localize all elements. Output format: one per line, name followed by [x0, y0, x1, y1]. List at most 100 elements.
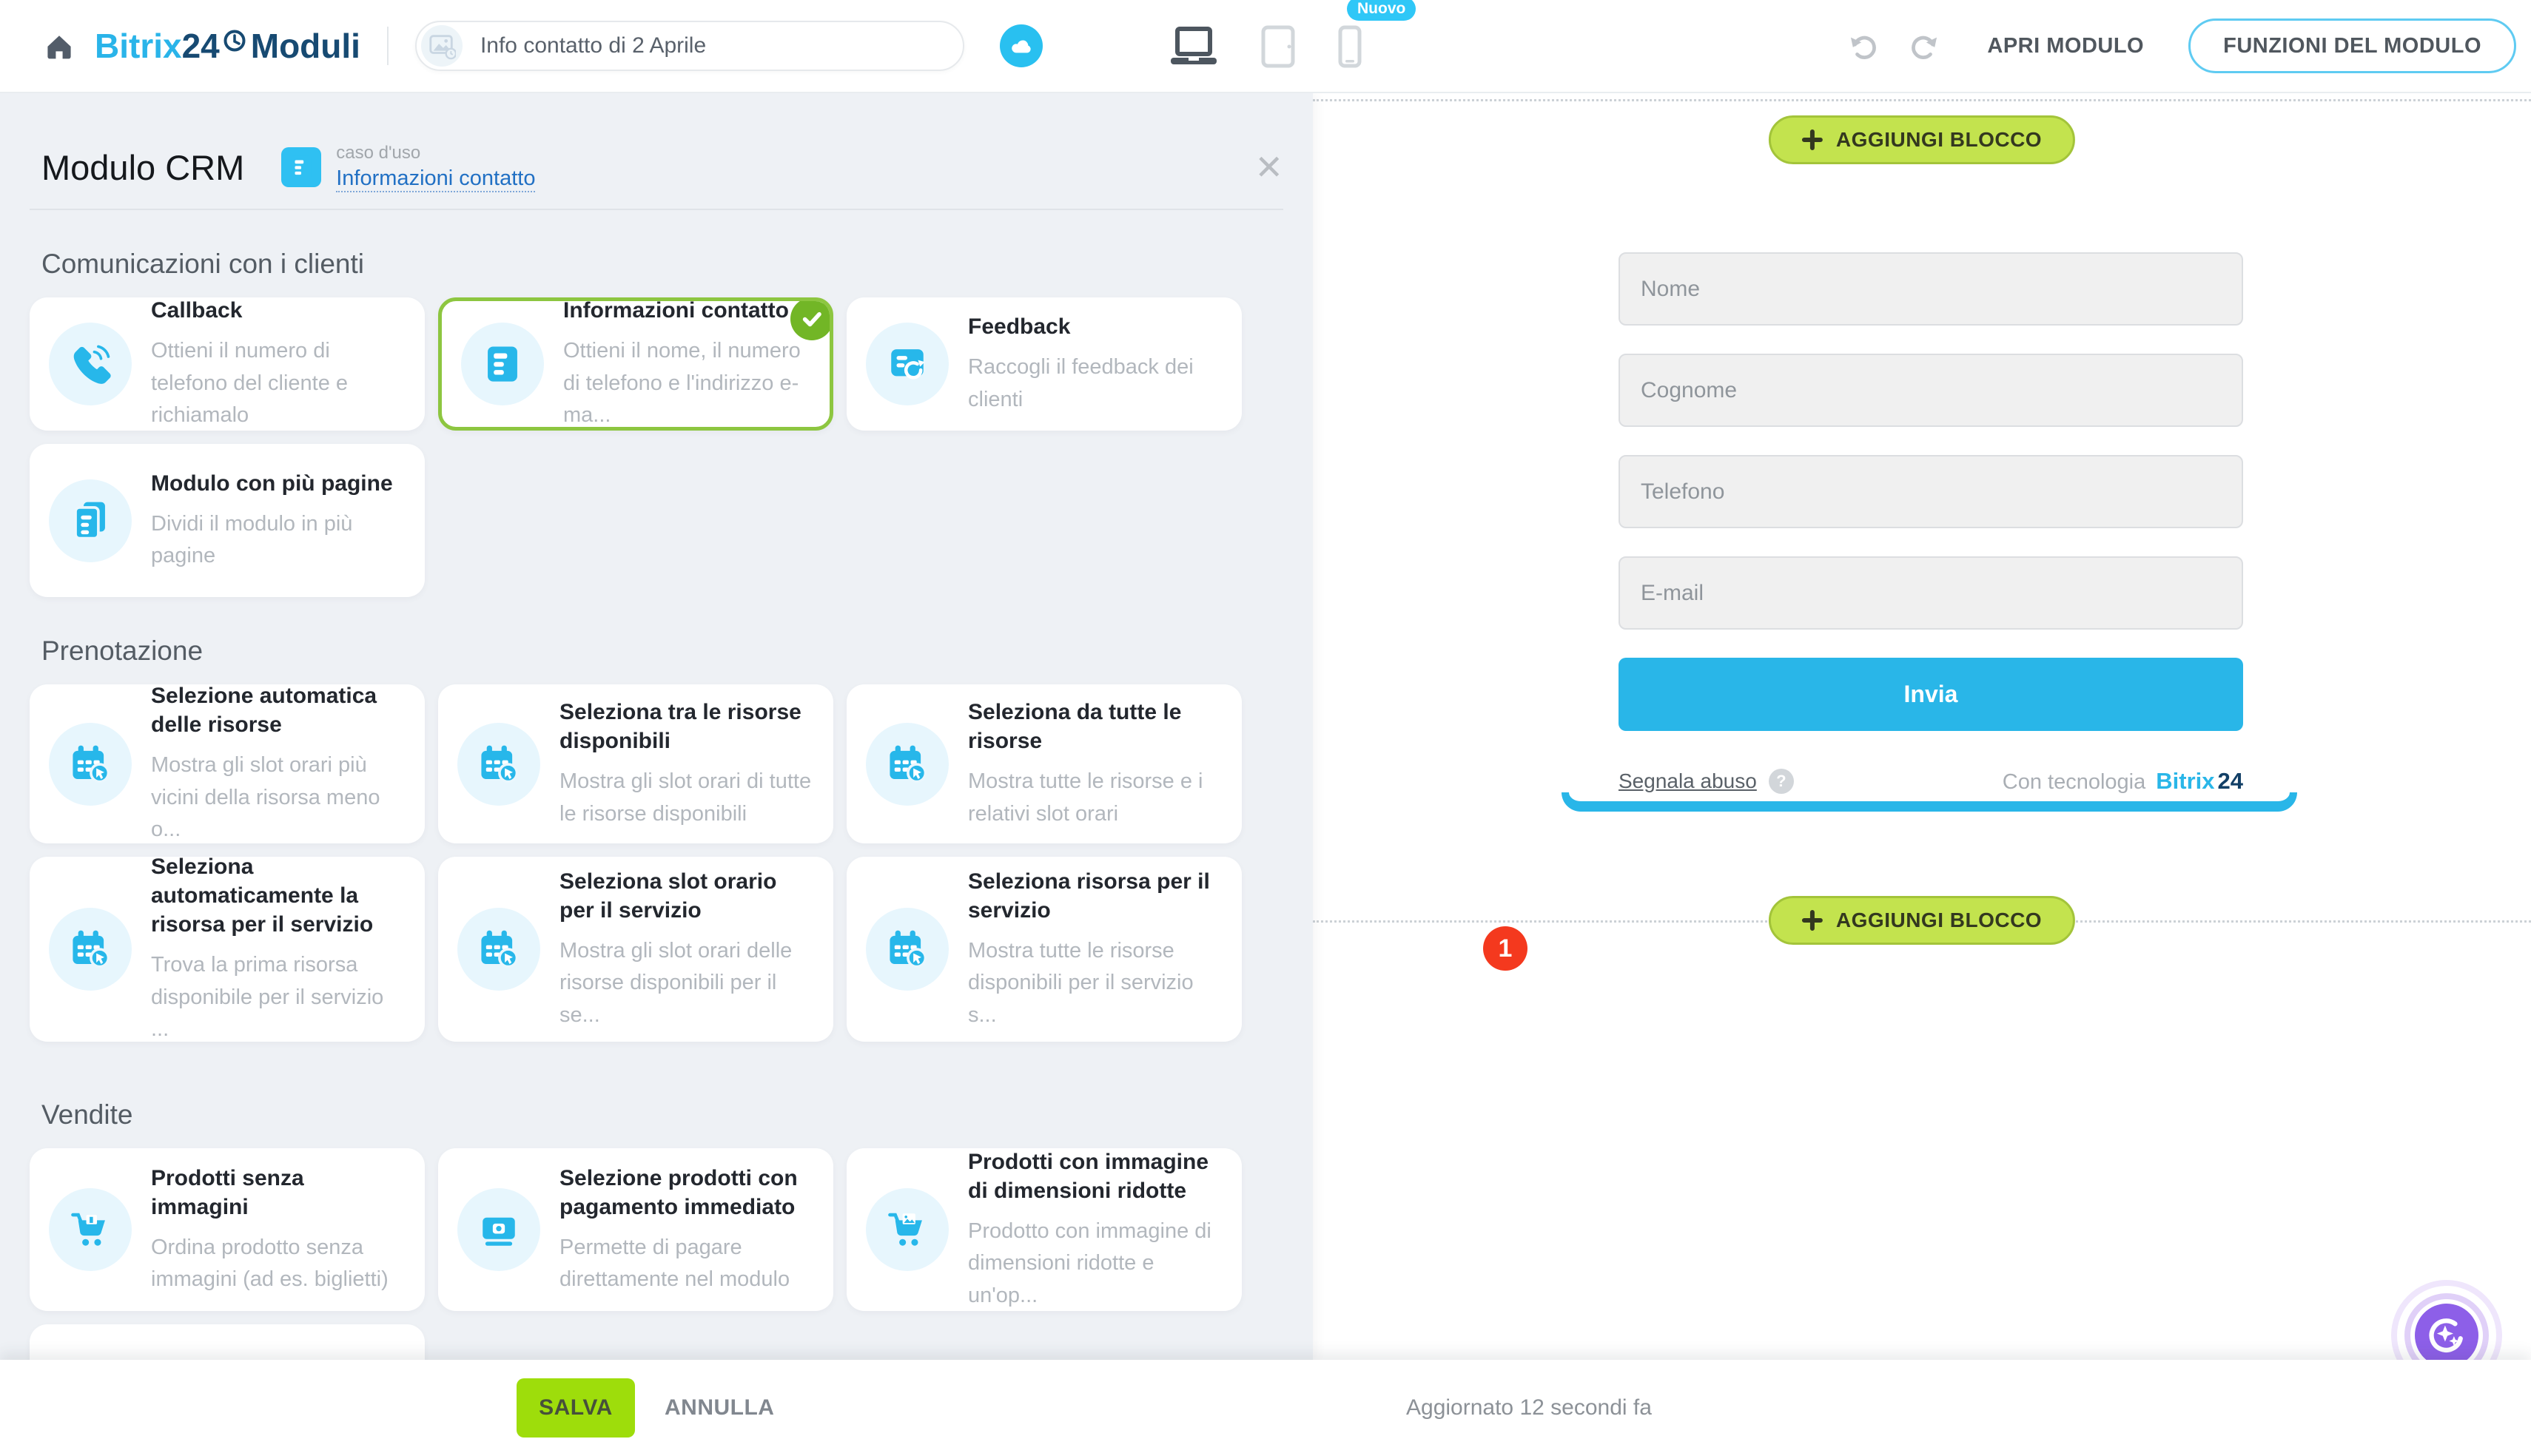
card-desc: Ordina prodotto senza immagini (ad es. b…	[151, 1235, 389, 1292]
help-icon[interactable]: ?	[1768, 769, 1794, 794]
booking-calendar-icon	[866, 722, 949, 806]
card-seleziona-risorsa-servizio[interactable]: Seleziona risorsa per il servizio Mostra …	[847, 857, 1242, 1042]
save-button[interactable]: SALVA	[517, 1378, 635, 1438]
card-title: Informazioni contatto	[563, 298, 789, 323]
divider	[386, 27, 389, 65]
card-desc: Ottieni il numero di telefono del client…	[151, 339, 349, 428]
main-area: Modulo CRM caso d'uso Informazioni conta…	[0, 93, 2531, 1391]
product-image-cart-icon	[866, 1188, 949, 1271]
form-title-input[interactable]: Info contatto di 2 Aprile	[414, 21, 964, 71]
card-title: Selezione prodotti con pagamento immedia…	[559, 1165, 798, 1219]
card-prodotti-senza-immagini[interactable]: Prodotti senza immagini Ordina prodotto s…	[30, 1148, 425, 1311]
form-footer: Segnala abuso ? Con tecnologia Bitrix 24	[1619, 768, 2243, 795]
close-icon[interactable]: ✕	[1254, 148, 1283, 186]
use-case-form-icon	[281, 147, 322, 187]
undo-icon[interactable]	[1848, 30, 1880, 62]
top-bar: Bitrix 24 Moduli Info contatto di 2 Aprile…	[0, 0, 2531, 93]
form-field-email[interactable]: E-mail	[1619, 556, 2243, 630]
selected-check-icon	[790, 301, 830, 340]
card-modulo-piu-pagine[interactable]: Modulo con più pagine Dividi il modulo in…	[30, 444, 425, 597]
drop-zone-divider	[1313, 99, 2531, 101]
powered-24: 24	[2217, 768, 2243, 794]
form-image-icon	[420, 25, 463, 67]
logo-bitrix: Bitrix	[95, 27, 182, 65]
card-title: Seleziona slot orario per il servizio	[559, 869, 777, 923]
cart-icon	[49, 1188, 132, 1271]
form-preview-panel: AGGIUNGI BLOCCO Nome Cognome Telefono E-…	[1313, 93, 2531, 1391]
section-heading-comunicazioni: Comunicazioni con i clienti	[41, 249, 364, 279]
cards-vendite: Prodotti senza immagini Ordina prodotto s…	[30, 1148, 1283, 1311]
card-seleziona-da-tutte[interactable]: Seleziona da tutte le risorse Mostra tutt…	[847, 684, 1242, 843]
powered-prefix: Con tecnologia	[2002, 770, 2146, 794]
logo-product: Moduli	[250, 27, 360, 65]
card-title: Seleziona da tutte le risorse	[968, 700, 1182, 753]
home-icon[interactable]	[41, 28, 77, 64]
card-title: Callback	[151, 298, 243, 323]
device-preview-switcher: Nuovo	[1169, 0, 1416, 93]
funzioni-del-modulo-button[interactable]: FUNZIONI DEL MODULO	[2188, 18, 2516, 73]
card-seleziona-automaticamente-risorsa[interactable]: Seleziona automaticamente la risorsa per…	[30, 857, 425, 1042]
selected-block-outline	[1562, 792, 2297, 812]
report-abuse-link[interactable]: Segnala abuso	[1619, 769, 1757, 792]
smartphone-icon	[1338, 25, 1362, 68]
use-case-link[interactable]: Informazioni contatto	[336, 166, 536, 192]
redo-icon[interactable]	[1907, 30, 1940, 62]
card-seleziona-tra-risorse[interactable]: Seleziona tra le risorse disponibili Most…	[438, 684, 833, 843]
desktop-preview-button[interactable]	[1169, 27, 1218, 67]
section-heading-prenotazione: Prenotazione	[41, 636, 204, 666]
feedback-icon	[866, 323, 949, 405]
cancel-button[interactable]: ANNULLA	[665, 1395, 775, 1420]
card-desc: Raccogli il feedback dei clienti	[968, 355, 1194, 411]
form-field-cognome[interactable]: Cognome	[1619, 354, 2243, 427]
apri-modulo-button[interactable]: APRI MODULO	[1987, 33, 2145, 58]
card-desc: Trova la prima risorsa disponibile per i…	[151, 953, 384, 1042]
card-selezione-prodotti-pagamento[interactable]: Selezione prodotti con pagamento immedia…	[438, 1148, 833, 1311]
contact-form-icon	[461, 323, 544, 405]
plus-icon	[1801, 910, 1823, 931]
card-desc: Dividi il modulo in più pagine	[151, 511, 353, 568]
tablet-preview-button[interactable]	[1261, 25, 1295, 68]
powered-by: Con tecnologia Bitrix 24	[2003, 768, 2243, 795]
phone-icon	[49, 323, 132, 405]
card-prodotti-immagine-ridotta[interactable]: Prodotti con immagine di dimensioni rido…	[847, 1148, 1242, 1311]
form-field-nome[interactable]: Nome	[1619, 252, 2243, 326]
card-title: Feedback	[968, 314, 1071, 339]
add-block-label: AGGIUNGI BLOCCO	[1835, 909, 2043, 931]
invia-submit-button[interactable]: Invia	[1619, 658, 2243, 731]
form-field-telefono[interactable]: Telefono	[1619, 455, 2243, 528]
panel-header: Modulo CRM caso d'uso Informazioni conta…	[0, 93, 1313, 209]
cloud-sync-button[interactable]	[999, 24, 1043, 67]
partially-visible-card[interactable]	[30, 1324, 425, 1360]
mobile-preview-button[interactable]: Nuovo	[1338, 0, 1416, 68]
section-heading-vendite: Vendite	[41, 1099, 133, 1130]
card-seleziona-slot-orario[interactable]: Seleziona slot orario per il servizio Mos…	[438, 857, 833, 1042]
powered-bitrix: Bitrix	[2156, 768, 2215, 794]
crm-form-block[interactable]: Nome Cognome Telefono E-mail Invia Segna…	[1564, 212, 2297, 795]
add-block-label: AGGIUNGI BLOCCO	[1835, 128, 2043, 151]
cards-prenotazione: Selezione automatica delle risorse Mostra…	[30, 684, 1283, 1042]
booking-calendar-icon	[49, 908, 132, 991]
card-informazioni-contatto[interactable]: Informazioni contatto Ottieni il nome, il…	[438, 297, 833, 431]
add-block-button-bottom[interactable]: AGGIUNGI BLOCCO	[1768, 896, 2076, 945]
card-desc: Mostra gli slot orari più vicini della r…	[151, 753, 380, 842]
clock-icon	[223, 30, 246, 52]
card-callback[interactable]: Callback Ottieni il numero di telefono de…	[30, 297, 425, 431]
card-title: Selezione automatica delle risorse	[151, 684, 377, 738]
card-desc: Mostra tutte le risorse e i relativi slo…	[968, 769, 1203, 826]
card-desc: Permette di pagare direttamente nel modu…	[559, 1235, 790, 1292]
card-title: Prodotti senza immagini	[151, 1165, 304, 1219]
card-selezione-automatica-risorse[interactable]: Selezione automatica delle risorse Mostra…	[30, 684, 425, 843]
card-desc: Mostra gli slot orari delle risorse disp…	[559, 938, 793, 1027]
template-panel: Modulo CRM caso d'uso Informazioni conta…	[0, 93, 1313, 1360]
updated-status: Aggiornato 12 secondi fa	[1406, 1395, 1652, 1420]
card-feedback[interactable]: Feedback Raccogli il feedback dei clienti	[847, 297, 1242, 431]
bottom-action-bar: SALVA ANNULLA Aggiornato 12 secondi fa	[0, 1360, 2531, 1456]
copilot-icon	[2415, 1304, 2478, 1367]
tablet-icon	[1261, 25, 1295, 68]
card-title: Prodotti con immagine di dimensioni rido…	[968, 1149, 1209, 1203]
add-block-button-top[interactable]: AGGIUNGI BLOCCO	[1768, 115, 2076, 164]
card-title: Seleziona automaticamente la risorsa per…	[151, 857, 374, 937]
use-case: caso d'uso Informazioni contatto	[281, 143, 536, 192]
laptop-icon	[1171, 27, 1217, 64]
booking-calendar-icon	[866, 908, 949, 991]
